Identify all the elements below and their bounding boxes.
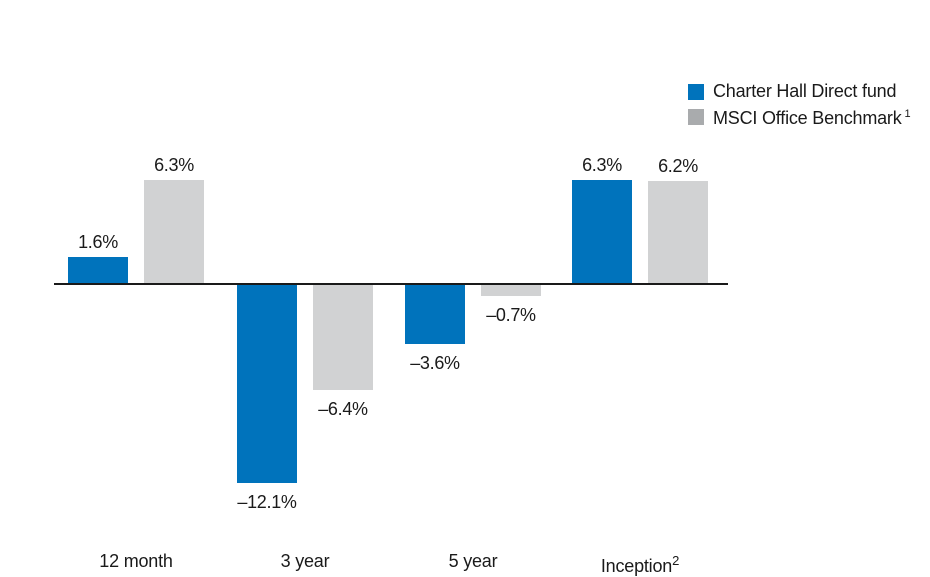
chart-bar: [68, 257, 128, 283]
legend-item-benchmark: MSCI Office Benchmark 1: [688, 106, 911, 128]
chart-bar: [405, 285, 465, 344]
chart-bar: [648, 181, 708, 283]
legend-benchmark-footnote-mark: 1: [904, 108, 911, 120]
chart-bar: [313, 285, 373, 390]
legend-swatch-benchmark: [688, 108, 704, 125]
bar-value-label: 6.3%: [154, 155, 194, 175]
legend-swatch-fund: [688, 83, 704, 100]
legend-item-fund: Charter Hall Direct fund: [688, 81, 910, 101]
zero-baseline: [54, 283, 728, 285]
legend-label-benchmark-text: MSCI Office Benchmark: [713, 108, 902, 128]
legend-label-fund: Charter Hall Direct fund: [713, 81, 897, 101]
bar-value-label: –0.7%: [486, 305, 536, 325]
chart-bar: [481, 285, 541, 296]
x-axis-label-footnote-mark: 2: [672, 553, 680, 568]
x-axis-label: Inception2: [600, 553, 680, 576]
chart-bar: [144, 180, 204, 283]
x-axis-label: 12 month: [99, 551, 173, 571]
chart-bar: [572, 180, 632, 283]
chart-bar: [237, 285, 297, 483]
bar-value-label: –6.4%: [318, 399, 368, 419]
bar-value-label: –12.1%: [237, 492, 297, 512]
x-axis-label: 3 year: [280, 551, 330, 571]
x-axis-label: 5 year: [448, 551, 498, 571]
bar-value-label: 6.3%: [582, 155, 622, 175]
bar-value-label: 1.6%: [78, 232, 118, 252]
legend-label-benchmark: MSCI Office Benchmark 1: [713, 106, 911, 128]
bar-value-label: –3.6%: [410, 353, 460, 373]
bar-value-label: 6.2%: [658, 156, 698, 176]
chart-legend: Charter Hall Direct fund MSCI Office Ben…: [688, 81, 911, 128]
